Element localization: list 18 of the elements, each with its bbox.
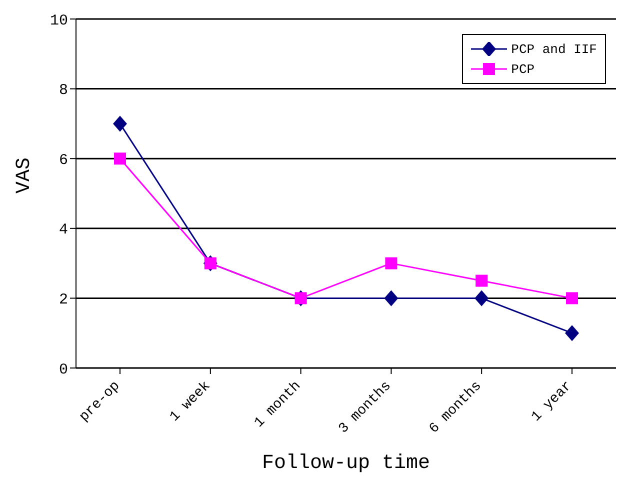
legend-label: PCP and IIF bbox=[511, 42, 597, 56]
point bbox=[476, 274, 488, 287]
y-tick-label: 0 bbox=[58, 361, 68, 378]
y-tick-label: 8 bbox=[58, 82, 68, 100]
point bbox=[474, 290, 489, 306]
point bbox=[566, 292, 578, 304]
legend-label: PCP bbox=[511, 62, 535, 76]
y-tick-label: 6 bbox=[58, 152, 68, 169]
y-axis-title: VAS bbox=[13, 157, 36, 194]
y-tick-label: 10 bbox=[50, 12, 68, 30]
y-tick-label: 2 bbox=[58, 292, 68, 309]
point bbox=[113, 116, 127, 132]
y-tick-label: 4 bbox=[58, 222, 68, 239]
point bbox=[384, 290, 398, 306]
x-axis-title: Follow-up time bbox=[262, 452, 430, 475]
point bbox=[114, 152, 126, 165]
point bbox=[385, 257, 398, 270]
point bbox=[565, 325, 579, 342]
